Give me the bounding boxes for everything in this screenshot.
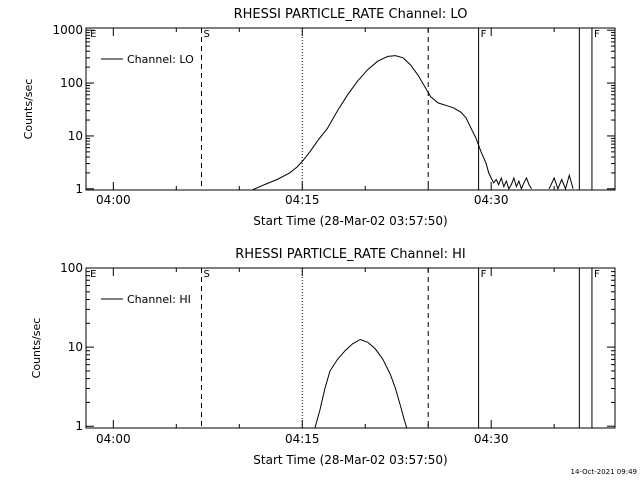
marker-label: F [481, 29, 487, 40]
plot-frame [85, 27, 616, 191]
series-line [548, 173, 574, 190]
x-tick-label: 04:15 [285, 432, 320, 446]
marker-label: S [203, 29, 209, 40]
footer-timestamp: 14-Oct-2021 09:49 [571, 468, 637, 476]
x-tick-label: 04:00 [96, 193, 131, 207]
chart-title: RHESSI PARTICLE_RATE Channel: HI [235, 247, 465, 262]
y-axis-label: Counts/sec [22, 79, 35, 140]
marker-label: F [594, 29, 600, 40]
marker-label: S [203, 269, 209, 280]
x-axis-label: Start Time (28-Mar-02 03:57:50) [253, 453, 447, 467]
marker-label: E [90, 29, 96, 40]
marker-label: F [481, 269, 487, 280]
chart-title: RHESSI PARTICLE_RATE Channel: LO [234, 7, 468, 22]
x-tick-label: 04:00 [96, 432, 131, 446]
y-tick-label: 10 [68, 129, 83, 143]
x-tick-label: 04:30 [474, 432, 509, 446]
series-line [314, 338, 408, 428]
panel-lo: RHESSI PARTICLE_RATE Channel: LO Counts/s… [22, 7, 616, 228]
x-axis-label: Start Time (28-Mar-02 03:57:50) [253, 214, 447, 228]
legend-label: Channel: LO [127, 53, 194, 66]
marker-label: E [90, 269, 96, 280]
y-tick-label: 1000 [52, 23, 83, 37]
y-tick-label: 100 [60, 261, 83, 275]
plot-frame [85, 267, 616, 429]
legend-label: Channel: HI [127, 293, 191, 306]
marker-label: F [594, 269, 600, 280]
series-line [250, 55, 532, 190]
y-tick-label: 1 [75, 182, 83, 196]
y-tick-label: 1 [75, 419, 83, 433]
x-tick-label: 04:30 [474, 193, 509, 207]
y-axis-label: Counts/sec [30, 318, 43, 379]
x-tick-label: 04:15 [285, 193, 320, 207]
y-tick-label: 10 [68, 340, 83, 354]
y-tick-label: 100 [60, 76, 83, 90]
panel-hi: RHESSI PARTICLE_RATE Channel: HI Counts/s… [30, 247, 616, 467]
